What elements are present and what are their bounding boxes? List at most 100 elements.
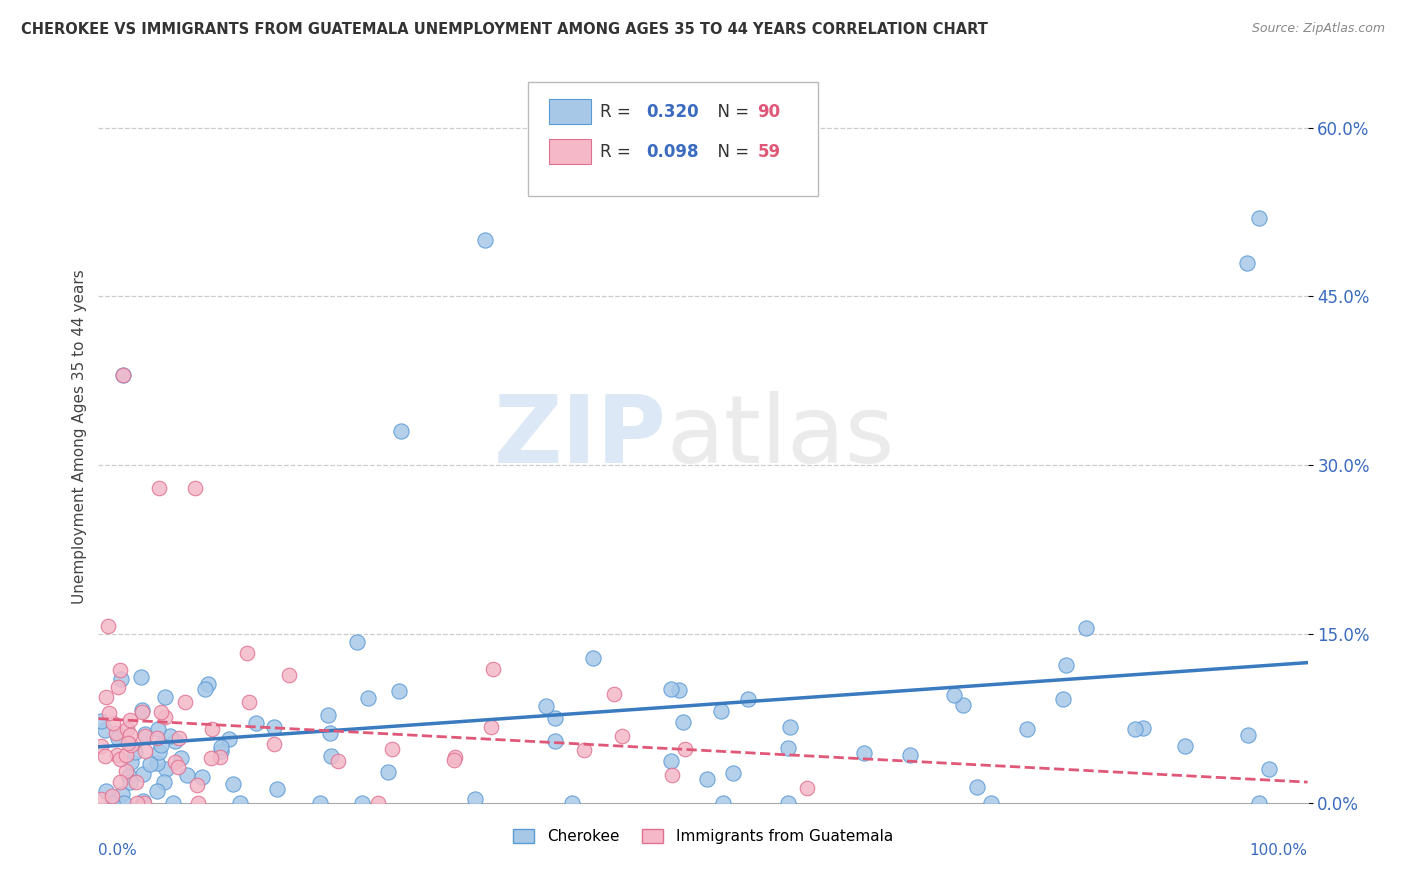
Point <box>148 481 170 495</box>
Point <box>155 690 177 705</box>
Point <box>1174 739 1197 754</box>
Point <box>118 774 141 789</box>
Point <box>167 760 190 774</box>
Point <box>474 233 496 247</box>
Point <box>184 481 207 495</box>
Point <box>104 725 127 739</box>
Point <box>112 796 135 810</box>
Point <box>98 706 121 721</box>
Point <box>186 778 208 792</box>
Point <box>120 755 142 769</box>
Point <box>444 750 467 764</box>
Point <box>737 692 759 706</box>
Point <box>94 748 117 763</box>
Point <box>723 766 745 780</box>
Point <box>139 756 162 771</box>
Point <box>125 774 148 789</box>
Point <box>114 748 136 763</box>
Point <box>326 754 349 768</box>
Text: R =: R = <box>600 103 637 120</box>
Point <box>209 744 232 758</box>
FancyBboxPatch shape <box>527 82 818 195</box>
Point <box>209 739 232 754</box>
Point <box>187 796 209 810</box>
Point <box>853 746 876 760</box>
Point <box>464 792 486 806</box>
Point <box>263 721 285 735</box>
Point <box>221 777 243 791</box>
Point <box>778 741 800 756</box>
Point <box>153 709 176 723</box>
Point <box>105 747 128 762</box>
Point <box>572 743 595 757</box>
Point <box>107 680 129 694</box>
Point <box>162 796 184 810</box>
Point <box>173 695 195 709</box>
Text: CHEROKEE VS IMMIGRANTS FROM GUATEMALA UNEMPLOYMENT AMONG AGES 35 TO 44 YEARS COR: CHEROKEE VS IMMIGRANTS FROM GUATEMALA UN… <box>21 22 988 37</box>
Point <box>155 762 177 776</box>
Point <box>675 742 697 756</box>
Point <box>277 668 299 682</box>
Point <box>544 734 567 748</box>
Point <box>710 704 733 718</box>
Point <box>107 731 129 746</box>
Point <box>111 787 134 801</box>
Point <box>711 796 734 810</box>
Point <box>169 751 191 765</box>
Point <box>90 739 112 753</box>
Text: 100.0%: 100.0% <box>1250 843 1308 858</box>
Point <box>149 705 172 719</box>
Point <box>146 731 169 745</box>
Point <box>208 749 231 764</box>
Point <box>1236 728 1258 742</box>
FancyBboxPatch shape <box>550 99 591 124</box>
Point <box>1123 722 1146 736</box>
Point <box>97 619 120 633</box>
Point <box>661 768 683 782</box>
Point <box>191 770 214 784</box>
Point <box>201 722 224 736</box>
Point <box>117 736 139 750</box>
Point <box>218 732 240 747</box>
Point <box>150 739 173 753</box>
Point <box>124 745 146 759</box>
Point <box>561 796 583 810</box>
Point <box>111 368 134 383</box>
Point <box>1132 721 1154 735</box>
Text: ZIP: ZIP <box>494 391 666 483</box>
Point <box>145 756 167 770</box>
Point <box>148 745 170 759</box>
Point <box>101 715 124 730</box>
Point <box>110 663 132 677</box>
Text: 59: 59 <box>758 143 780 161</box>
Point <box>131 703 153 717</box>
Text: Source: ZipAtlas.com: Source: ZipAtlas.com <box>1251 22 1385 36</box>
Point <box>479 720 502 734</box>
Text: atlas: atlas <box>666 391 896 483</box>
Point <box>942 689 965 703</box>
Point <box>696 772 718 787</box>
Point <box>668 682 690 697</box>
Point <box>350 796 373 810</box>
Point <box>165 734 187 748</box>
Point <box>132 767 155 781</box>
Point <box>544 711 567 725</box>
Point <box>1052 691 1074 706</box>
Point <box>381 742 404 756</box>
Text: N =: N = <box>707 103 754 120</box>
Point <box>110 672 132 686</box>
Point <box>159 729 181 743</box>
Point <box>1236 255 1258 269</box>
Point <box>308 796 330 810</box>
Point <box>1054 657 1077 672</box>
Point <box>582 650 605 665</box>
Point <box>229 796 252 810</box>
FancyBboxPatch shape <box>550 139 591 164</box>
Text: 0.098: 0.098 <box>647 143 699 161</box>
Point <box>163 755 186 769</box>
Point <box>263 737 285 751</box>
Point <box>118 728 141 742</box>
Point <box>779 720 801 734</box>
Point <box>152 774 174 789</box>
Point <box>1249 796 1271 810</box>
